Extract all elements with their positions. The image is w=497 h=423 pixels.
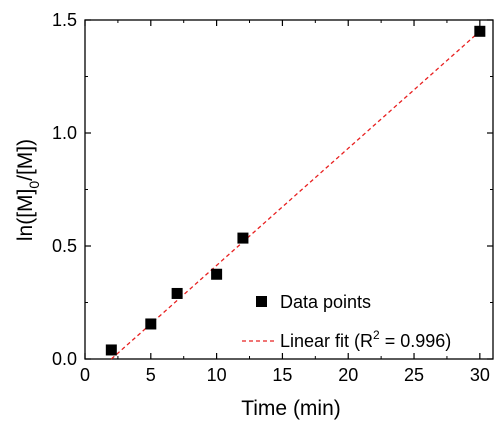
y-tick-label-0: 0.0: [52, 349, 77, 369]
x-tick-label-0: 0: [80, 365, 90, 385]
plot-area: 0 5 10 15 20 25 30 0.0 0.5 1.0 1.5: [52, 10, 494, 385]
x-tick-label-2: 10: [207, 365, 227, 385]
data-point-0: [105, 344, 117, 356]
data-point-4: [237, 232, 249, 244]
x-tick-label-5: 25: [404, 365, 424, 385]
data-point-3: [211, 268, 223, 280]
data-point-1: [145, 318, 157, 330]
y-tick-label-3: 1.5: [52, 10, 77, 30]
x-tick-label-6: 30: [470, 365, 490, 385]
x-axis-title: Time (min): [241, 397, 341, 420]
data-point-2: [171, 287, 183, 299]
x-tick-label-1: 5: [146, 365, 156, 385]
x-tick-label-4: 20: [338, 365, 358, 385]
data-point-5: [474, 25, 486, 37]
y-tick-label-1: 0.5: [52, 236, 77, 256]
y-tick-label-2: 1.0: [52, 123, 77, 143]
legend-label-linear-fit: Linear fit (R2 = 0.996): [280, 328, 451, 351]
x-tick-label-3: 15: [272, 365, 292, 385]
legend-label-data-points: Data points: [280, 292, 371, 312]
series-line-linear-fit: [110, 30, 481, 360]
y-axis-title: ln([M]0/[M]): [14, 139, 42, 241]
legend: Data points Linear fit (R2 = 0.996): [242, 292, 451, 351]
legend-marker-data-points: [256, 296, 267, 307]
